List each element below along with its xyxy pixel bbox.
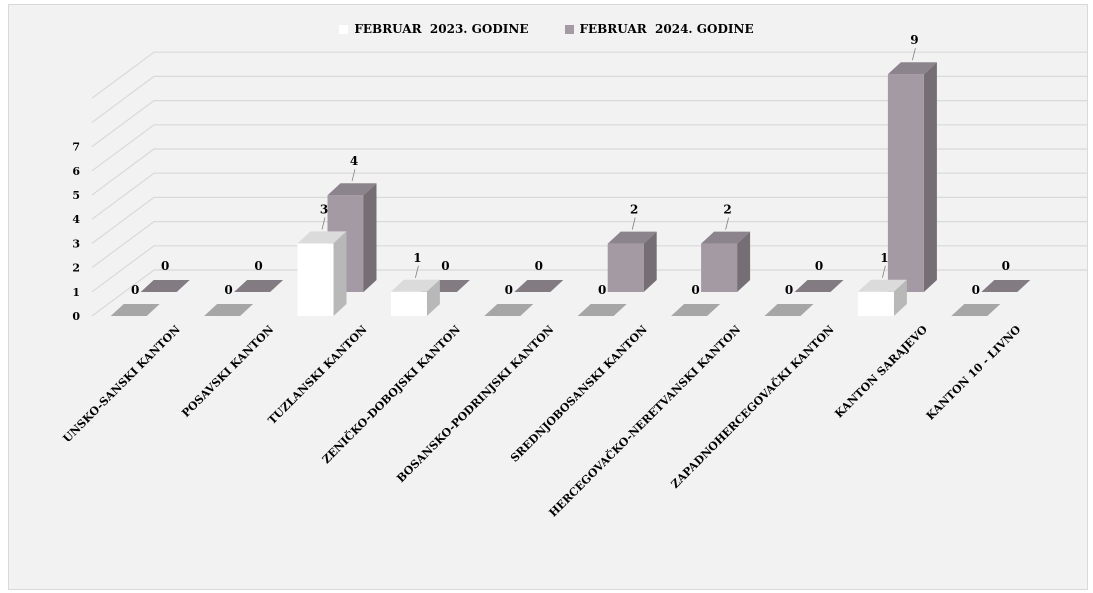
legend-swatch-2023 bbox=[339, 24, 349, 34]
legend-label-2023: FEBRUAR 2023. GODINE bbox=[354, 22, 529, 36]
gridline bbox=[91, 172, 1088, 220]
bar-side-s1-c6 bbox=[737, 231, 751, 292]
bar-s0-c3 bbox=[390, 291, 427, 316]
bar-top-s0-c8 bbox=[857, 279, 907, 292]
label-leader bbox=[415, 265, 419, 278]
bar-top-s0-c9 bbox=[951, 304, 1001, 316]
data-label: 0 bbox=[441, 259, 449, 273]
bar-side-s1-c2 bbox=[363, 183, 377, 292]
y-tick-label: 5 bbox=[72, 189, 80, 202]
gridline bbox=[91, 124, 1088, 172]
bar-top-s0-c3 bbox=[390, 279, 440, 292]
gridline bbox=[91, 75, 1088, 123]
data-label: 0 bbox=[785, 283, 793, 297]
bar-top-s0-c2 bbox=[297, 231, 347, 244]
x-tick-label: POSAVSKI KANTON bbox=[179, 323, 276, 420]
x-tick-label: ZAPADNOHERCEGOVAČKI KANTON bbox=[668, 322, 837, 491]
bar-top-s1-c0 bbox=[140, 280, 190, 292]
y-tick-label: 7 bbox=[72, 141, 80, 154]
bar-top-s1-c5 bbox=[607, 231, 657, 244]
x-tick-label: KANTON 10 - LIVNO bbox=[924, 323, 1024, 423]
bar-s1-c8 bbox=[887, 74, 924, 292]
legend-swatch-2024 bbox=[564, 24, 574, 34]
label-leader bbox=[351, 169, 356, 182]
bar-top-s0-c4 bbox=[484, 304, 534, 316]
bar-side-s0-c8 bbox=[893, 279, 907, 316]
label-leader bbox=[882, 265, 886, 278]
legend: FEBRUAR 2023. GODINE FEBRUAR 2024. GODIN… bbox=[0, 22, 1093, 36]
y-tick-label: 3 bbox=[72, 237, 80, 250]
data-label: 1 bbox=[880, 251, 888, 265]
bar-top-s1-c7 bbox=[794, 280, 844, 292]
x-tick-label: UNSKO-SANSKI KANTON bbox=[61, 323, 183, 445]
bar-top-s0-c1 bbox=[204, 304, 254, 316]
data-label: 0 bbox=[815, 259, 823, 273]
x-tick-label: TUZLANSKI KANTON bbox=[266, 323, 370, 427]
gridline bbox=[91, 269, 1088, 317]
bar-s1-c5 bbox=[607, 243, 644, 292]
data-label: 0 bbox=[131, 283, 139, 297]
x-tick-label: HERCEGOVAČKO-NERETVANSKI KANTON bbox=[546, 322, 743, 519]
data-label: 0 bbox=[1002, 259, 1010, 273]
bar-side-s0-c3 bbox=[426, 279, 440, 316]
gridline bbox=[91, 221, 1088, 269]
bar-side-s1-c5 bbox=[643, 231, 657, 292]
bar-top-s1-c1 bbox=[234, 280, 284, 292]
bar-top-s0-c7 bbox=[764, 304, 814, 316]
gridline bbox=[91, 99, 1088, 148]
y-tick-label: 0 bbox=[72, 310, 80, 323]
bar-top-s1-c6 bbox=[701, 231, 751, 244]
legend-label-2024: FEBRUAR 2024. GODINE bbox=[579, 22, 754, 36]
data-label: 9 bbox=[910, 33, 918, 47]
bar-top-s1-c8 bbox=[887, 62, 937, 75]
data-label: 2 bbox=[723, 203, 731, 217]
legend-item-2023: FEBRUAR 2023. GODINE bbox=[339, 22, 529, 36]
data-label: 0 bbox=[505, 283, 513, 297]
gridline bbox=[91, 196, 1088, 244]
x-tick-label: KANTON SARAJEVO bbox=[832, 323, 930, 421]
bar-side-s0-c2 bbox=[333, 231, 347, 316]
label-leader bbox=[725, 217, 729, 230]
data-label: 0 bbox=[535, 259, 543, 273]
data-label: 0 bbox=[161, 259, 169, 273]
data-label: 1 bbox=[413, 251, 421, 265]
data-label: 0 bbox=[254, 259, 262, 273]
y-tick-label: 6 bbox=[72, 165, 80, 178]
gridline bbox=[91, 51, 1088, 99]
label-leader bbox=[631, 217, 636, 230]
bar-top-s0-c5 bbox=[577, 304, 627, 316]
label-leader bbox=[912, 48, 916, 61]
data-label: 0 bbox=[972, 283, 980, 297]
data-label: 0 bbox=[224, 283, 232, 297]
bar-top-s0-c0 bbox=[110, 304, 160, 316]
y-tick-label: 2 bbox=[72, 262, 80, 275]
bar-top-s1-c2 bbox=[327, 183, 377, 196]
bar-top-s1-c4 bbox=[514, 280, 564, 292]
data-label: 4 bbox=[350, 154, 358, 168]
y-tick-label: 4 bbox=[72, 213, 80, 226]
bar-s0-c2 bbox=[297, 243, 334, 316]
label-leader bbox=[321, 217, 326, 230]
data-label: 0 bbox=[691, 283, 699, 297]
y-tick-label: 1 bbox=[72, 286, 80, 299]
data-label: 2 bbox=[630, 203, 638, 217]
data-label: 0 bbox=[598, 283, 606, 297]
bar-side-s1-c8 bbox=[923, 62, 937, 293]
x-tick-label: BOSANSKO-PODRINJSKI KANTON bbox=[394, 323, 556, 485]
bar-s0-c8 bbox=[857, 291, 894, 316]
gridline bbox=[91, 245, 1088, 293]
legend-item-2024: FEBRUAR 2024. GODINE bbox=[564, 22, 754, 36]
bar-top-s0-c6 bbox=[671, 304, 721, 316]
gridline bbox=[91, 148, 1088, 196]
data-label: 3 bbox=[320, 202, 328, 216]
bar-top-s1-c9 bbox=[981, 280, 1031, 292]
bar-s1-c6 bbox=[701, 243, 738, 292]
